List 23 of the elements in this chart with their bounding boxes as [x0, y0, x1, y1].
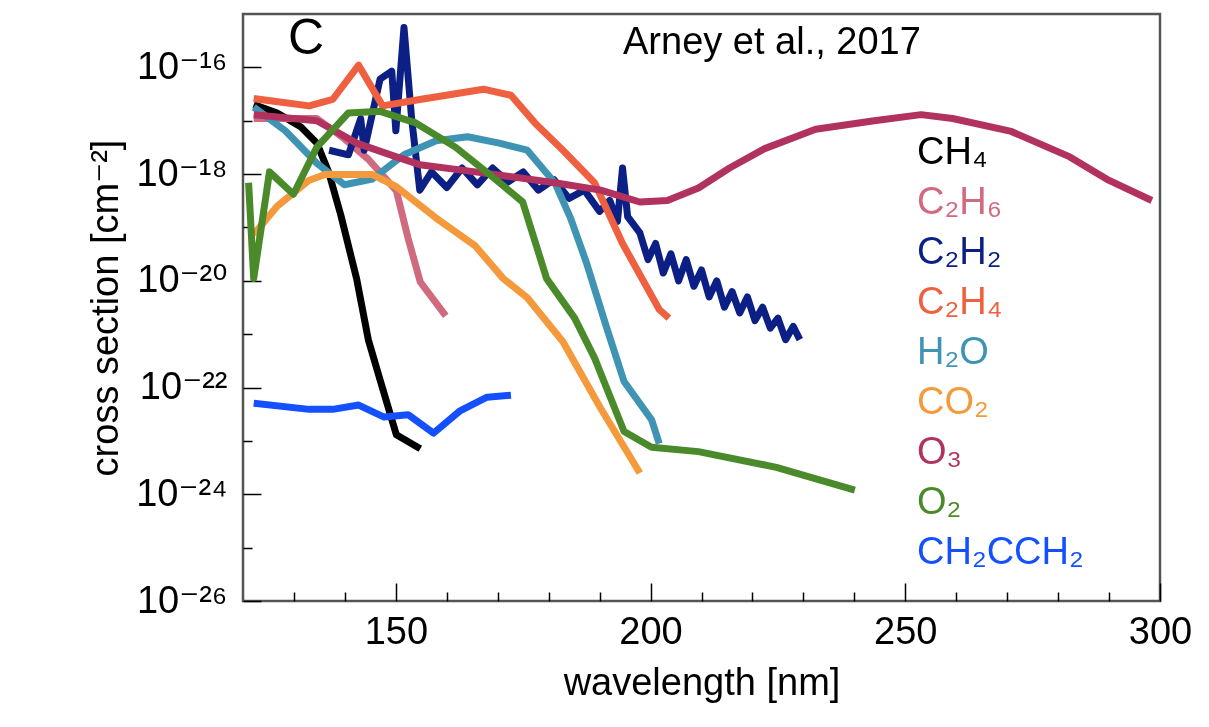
text: CO₂: [917, 380, 989, 422]
y-tick-label: 10⁻¹⁶: [136, 44, 228, 87]
x-tick-label: 200: [619, 609, 683, 652]
text: CH₄: [917, 130, 988, 172]
series-label: O₂: [917, 480, 962, 522]
y-tick-label: 10⁻²⁴: [136, 471, 228, 514]
x-tick-label: 150: [364, 609, 429, 652]
text: CH₂CCH₂: [917, 530, 1084, 572]
text: C₂H₄: [917, 280, 1003, 322]
text: H₂O: [917, 330, 989, 372]
y-tick-label: 10⁻²⁰: [137, 258, 228, 301]
x-tick-label: 300: [1128, 609, 1193, 652]
y-tick-label: 10⁻²²: [139, 365, 228, 408]
y-axis-title: cross section [cm⁻²]: [84, 139, 127, 477]
annotation: C: [288, 9, 325, 65]
x-axis-title: wavelength [nm]: [562, 660, 841, 703]
text: C₂H₆: [917, 180, 1002, 222]
annotation: Arney et al., 2017: [623, 20, 921, 62]
x-tick-label: 250: [874, 609, 938, 652]
text: C₂H₂: [917, 230, 1002, 272]
text: O₃: [917, 430, 963, 472]
y-tick-label: 10⁻²⁶: [136, 578, 228, 621]
y-tick-label: 10⁻¹⁸: [136, 151, 228, 194]
